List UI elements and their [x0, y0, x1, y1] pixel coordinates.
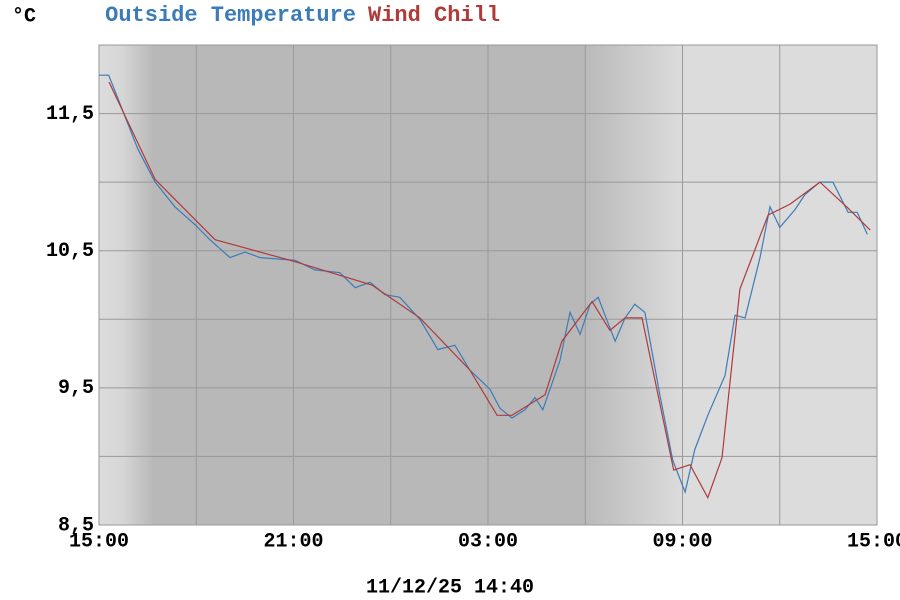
lines — [99, 74, 871, 500]
x-tick-label: 21:00 — [263, 530, 323, 553]
y-unit: °C — [12, 5, 36, 28]
x-tick-label: 15:00 — [69, 530, 129, 553]
plot-frame — [98, 44, 878, 526]
y-tick-label: 11,5 — [46, 103, 94, 126]
y-tick-label: 9,5 — [58, 377, 94, 400]
x-tick-label: 15:00 — [847, 530, 900, 553]
tick-labels: 8,5 9,5 10,5 11,5 15:00 21:00 03:00 09:00 15:00 — [46, 103, 900, 553]
series-line — [99, 74, 868, 495]
legend-entry: Outside Temperature — [105, 3, 356, 28]
timestamp: 11/12/25 14:40 — [366, 576, 534, 599]
y-tick-label: 8,5 — [58, 514, 94, 537]
series-line — [108, 81, 871, 500]
legend-entry: Wind Chill — [368, 3, 500, 28]
x-tick-label: 03:00 — [458, 530, 518, 553]
x-tick-label: 09:00 — [652, 530, 712, 553]
y-tick-label: 10,5 — [46, 240, 94, 263]
